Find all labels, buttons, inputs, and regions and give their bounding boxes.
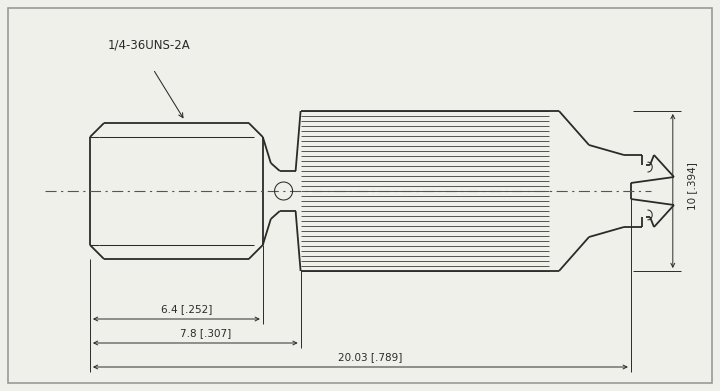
- Text: 10 [.394]: 10 [.394]: [687, 162, 697, 210]
- Text: 6.4 [.252]: 6.4 [.252]: [161, 304, 212, 314]
- Text: 20.03 [.789]: 20.03 [.789]: [338, 352, 402, 362]
- Text: 7.8 [.307]: 7.8 [.307]: [180, 328, 231, 338]
- Text: 1/4-36UNS-2A: 1/4-36UNS-2A: [108, 38, 191, 51]
